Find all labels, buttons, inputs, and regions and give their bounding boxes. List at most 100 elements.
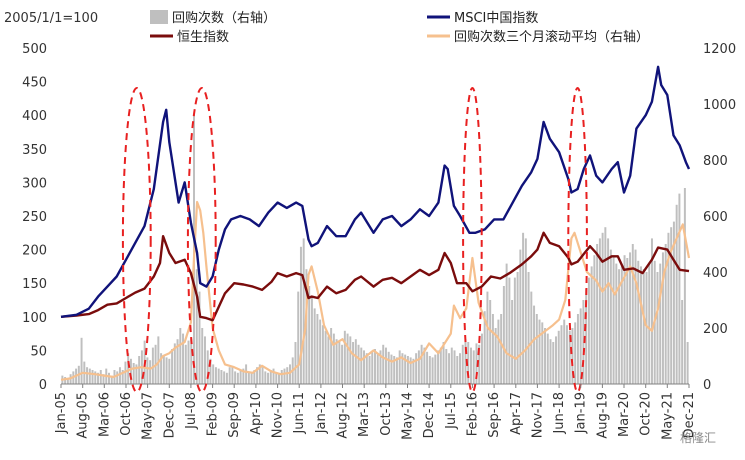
x-tick-label: Jul-15 bbox=[444, 392, 459, 430]
repurchase-bar bbox=[184, 344, 187, 384]
repurchase-bar bbox=[459, 353, 461, 384]
repurchase-bar bbox=[648, 263, 651, 384]
repurchase-bar bbox=[527, 272, 530, 384]
repurchase-bar bbox=[258, 364, 261, 384]
repurchase-bar bbox=[500, 314, 503, 384]
repurchase-bar bbox=[231, 365, 234, 384]
repurchase-bar bbox=[275, 372, 278, 384]
repurchase-bar bbox=[406, 356, 409, 384]
x-tick-label: Oct-13 bbox=[379, 392, 394, 436]
x-tick-label: Jul-08 bbox=[184, 392, 199, 430]
repurchase-bar bbox=[431, 357, 434, 384]
repurchase-bar bbox=[472, 350, 475, 384]
repurchase-bar bbox=[110, 375, 113, 384]
repurchase-bar bbox=[151, 347, 154, 384]
repurchase-bar bbox=[176, 339, 179, 384]
repurchase-bar bbox=[593, 255, 596, 384]
repurchase-bar bbox=[127, 353, 130, 384]
x-tick-label: Apr-17 bbox=[509, 392, 524, 435]
repurchase-bar bbox=[675, 204, 678, 384]
repurchase-bar bbox=[64, 377, 67, 384]
repurchase-bar bbox=[618, 269, 621, 384]
repurchase-bar bbox=[546, 333, 549, 384]
series-line-msci bbox=[60, 65, 691, 318]
repurchase-bar bbox=[604, 227, 607, 384]
repurchase-bar bbox=[365, 353, 368, 384]
repurchase-bar bbox=[549, 339, 552, 384]
x-tick-label: Sep-09 bbox=[227, 392, 242, 438]
repurchase-bar bbox=[316, 314, 319, 384]
repurchase-bar bbox=[601, 232, 604, 384]
x-tick-label: Aug-12 bbox=[336, 392, 351, 439]
repurchase-bar bbox=[294, 342, 297, 384]
repurchase-bar bbox=[464, 339, 467, 384]
repurchase-bar bbox=[168, 358, 171, 384]
legend: 回购次数（右轴） MSCI中国指数 恒生指数 回购次数三个月滚动平均（右轴） bbox=[150, 10, 649, 45]
repurchase-bar bbox=[596, 244, 599, 384]
repurchase-bar bbox=[108, 372, 110, 384]
repurchase-bar bbox=[623, 255, 626, 384]
y-right-tick-label: 400 bbox=[703, 266, 728, 281]
repurchase-bar bbox=[420, 344, 423, 384]
repurchase-bar bbox=[590, 266, 593, 384]
repurchase-bar bbox=[560, 325, 563, 384]
repurchase-bar bbox=[404, 354, 407, 384]
y-left-tick-label: 500 bbox=[22, 42, 47, 57]
highlight-ellipse-1 bbox=[121, 87, 152, 393]
repurchase-bar bbox=[99, 370, 102, 384]
repurchase-bar bbox=[390, 354, 393, 384]
repurchase-bar bbox=[88, 368, 91, 384]
repurchase-bar bbox=[343, 330, 346, 384]
x-tick-label: Oct-06 bbox=[119, 392, 134, 436]
ticks-layer: 0 50 100 150 200 250 300 350 400 450 500 0 200 400 600… bbox=[22, 42, 736, 440]
repurchase-bar bbox=[426, 351, 429, 384]
repurchase-bar bbox=[250, 372, 253, 384]
repurchase-bar bbox=[256, 367, 259, 384]
repurchase-bar bbox=[247, 371, 250, 384]
y-left-tick-label: 50 bbox=[30, 344, 47, 359]
x-tick-label: Aug-19 bbox=[595, 392, 610, 439]
repurchase-bar bbox=[217, 368, 220, 384]
y-right-tick-label: 1200 bbox=[703, 42, 736, 57]
y-left-tick-label: 150 bbox=[22, 277, 47, 292]
repurchase-bar bbox=[672, 221, 675, 384]
repurchase-bar bbox=[645, 272, 648, 384]
repurchase-bar bbox=[86, 367, 89, 384]
repurchase-bar bbox=[494, 328, 497, 384]
repurchase-bar bbox=[94, 371, 97, 384]
repurchase-bar bbox=[297, 291, 300, 384]
repurchase-bar bbox=[555, 336, 557, 384]
repurchase-bar bbox=[223, 371, 226, 384]
repurchase-bar bbox=[453, 350, 456, 384]
x-tick-label: Nov-10 bbox=[271, 392, 286, 438]
repurchase-bar bbox=[330, 328, 333, 384]
repurchase-bar bbox=[132, 363, 135, 384]
repurchase-bar bbox=[557, 330, 560, 384]
y-right-tick-label: 600 bbox=[703, 210, 728, 225]
repurchase-bar bbox=[417, 350, 420, 384]
repurchase-bar bbox=[278, 374, 280, 384]
repurchase-bar bbox=[352, 342, 355, 384]
highlight-ellipse-4 bbox=[567, 87, 588, 393]
repurchase-bar bbox=[401, 353, 404, 384]
repurchase-bar bbox=[286, 367, 289, 384]
repurchase-bar bbox=[319, 319, 322, 384]
repurchase-bar bbox=[289, 364, 291, 384]
repurchase-bar bbox=[138, 356, 141, 384]
repurchase-bar bbox=[585, 288, 588, 384]
repurchase-bar bbox=[228, 367, 231, 384]
x-tick-label: Apr-10 bbox=[249, 392, 264, 435]
repurchase-bar bbox=[664, 244, 667, 384]
repurchase-bar bbox=[571, 328, 574, 384]
repurchase-bar bbox=[533, 305, 536, 384]
index-note: 2005/1/1=100 bbox=[4, 11, 98, 26]
repurchase-bar bbox=[376, 353, 379, 384]
repurchase-bar bbox=[686, 342, 689, 384]
repurchase-bar bbox=[609, 249, 612, 384]
x-tick-label: Jan-12 bbox=[314, 392, 329, 434]
repurchase-bar bbox=[160, 353, 163, 384]
repurchase-bar bbox=[486, 291, 489, 384]
repurchase-bar bbox=[182, 333, 185, 384]
